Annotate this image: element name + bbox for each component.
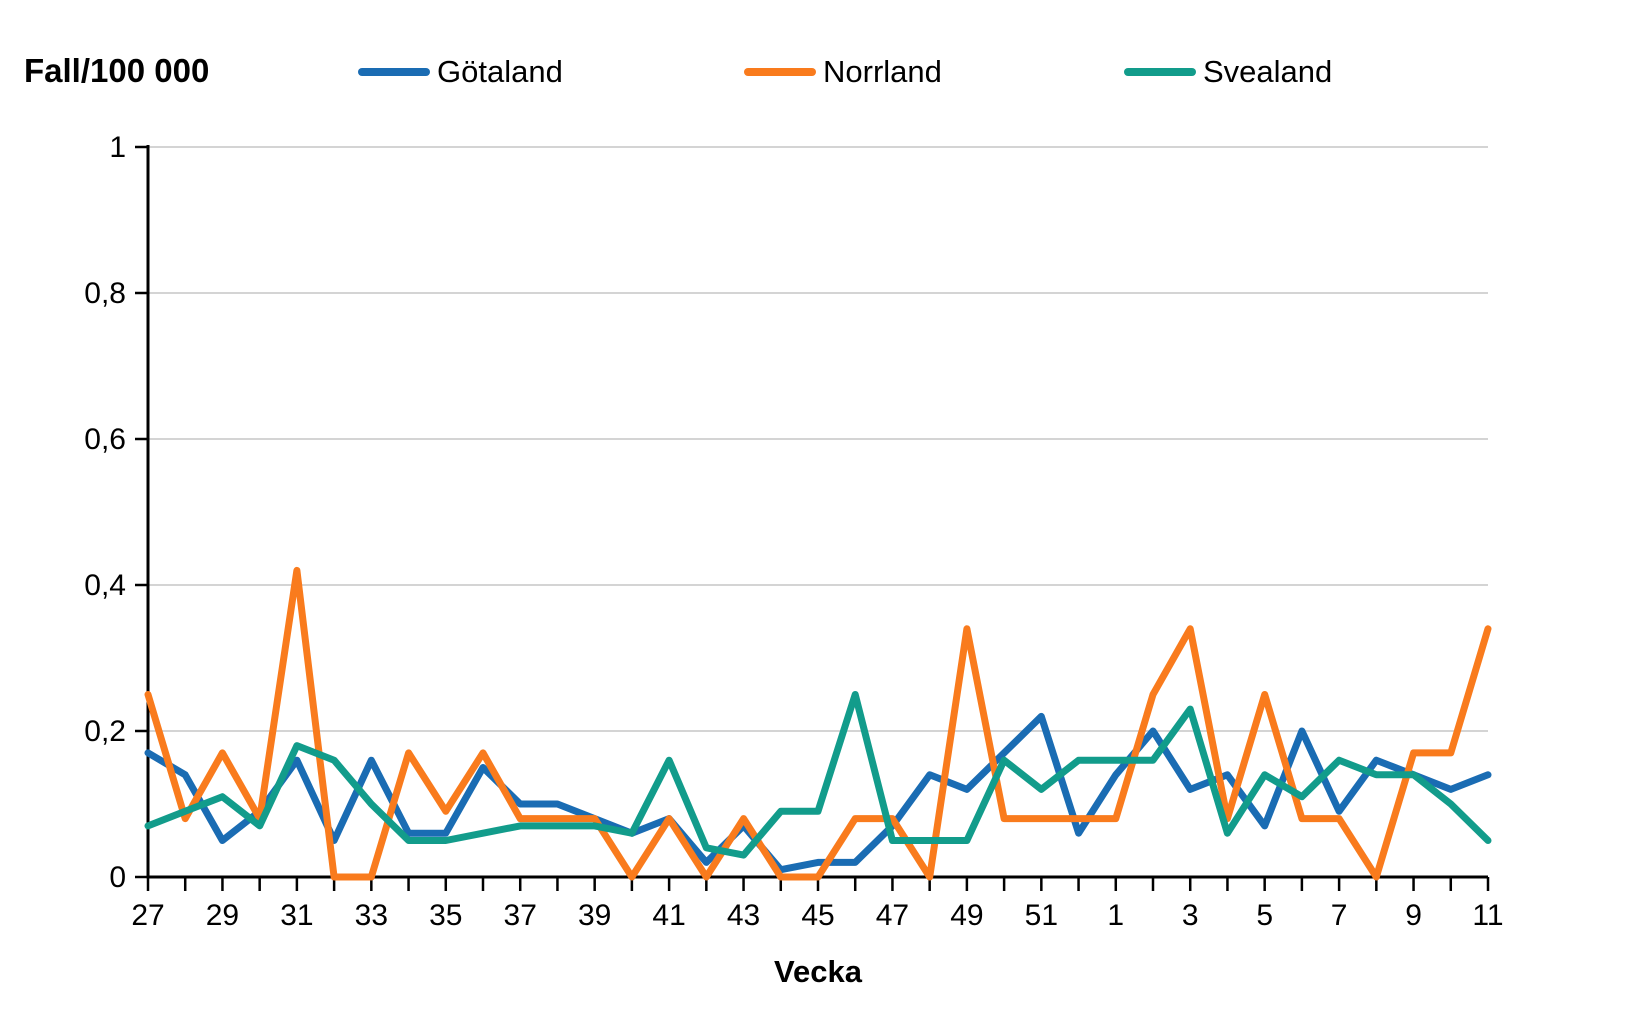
gotaland-line-swatch-icon xyxy=(358,68,430,76)
legend-label-svealand: Svealand xyxy=(1203,54,1333,89)
x-tick-label: 27 xyxy=(131,899,164,932)
x-tick-label: 39 xyxy=(578,899,611,932)
x-tick-label: 33 xyxy=(355,899,388,932)
svealand-line-swatch-icon xyxy=(1124,68,1196,76)
legend-item-norrland: Norrland xyxy=(744,52,942,92)
x-axis-title: Vecka xyxy=(774,954,863,989)
x-tick-label: 35 xyxy=(429,899,462,932)
x-tick-label: 1 xyxy=(1107,899,1124,932)
series-line-svealand xyxy=(144,691,1492,859)
x-tick-label: 31 xyxy=(280,899,313,932)
legend-item-svealand: Svealand xyxy=(1124,52,1332,92)
legend-item-gotaland: Götaland xyxy=(358,52,563,92)
legend-label-gotaland: Götaland xyxy=(437,54,563,89)
x-tick-label: 9 xyxy=(1405,899,1422,932)
legend-label-norrland: Norrland xyxy=(823,54,942,89)
series-line-norrland xyxy=(144,566,1492,881)
x-tick-label: 11 xyxy=(1472,899,1503,932)
y-tick-label: 0 xyxy=(109,861,126,894)
x-tick-label: 41 xyxy=(652,899,685,932)
x-tick-label: 7 xyxy=(1331,899,1348,932)
x-tick-label: 29 xyxy=(206,899,239,932)
y-tick-label: 0,8 xyxy=(84,277,126,310)
x-tick-label: 43 xyxy=(727,899,760,932)
y-tick-label: 0,2 xyxy=(84,715,126,748)
x-tick-label: 51 xyxy=(1025,899,1058,932)
x-tick-label: 49 xyxy=(950,899,983,932)
x-tick-label: 3 xyxy=(1182,899,1199,932)
y-tick-label: 0,6 xyxy=(84,423,126,456)
y-tick-label: 0,4 xyxy=(84,569,126,602)
y-tick-label: 1 xyxy=(109,131,126,164)
y-axis-title: Fall/100 000 xyxy=(24,52,210,89)
x-tick-label: 37 xyxy=(504,899,537,932)
x-tick-label: 47 xyxy=(876,899,909,932)
x-tick-label: 5 xyxy=(1256,899,1273,932)
x-tick-label: 45 xyxy=(801,899,834,932)
series-line-gtaland xyxy=(144,712,1492,874)
norrland-line-swatch-icon xyxy=(744,68,816,76)
